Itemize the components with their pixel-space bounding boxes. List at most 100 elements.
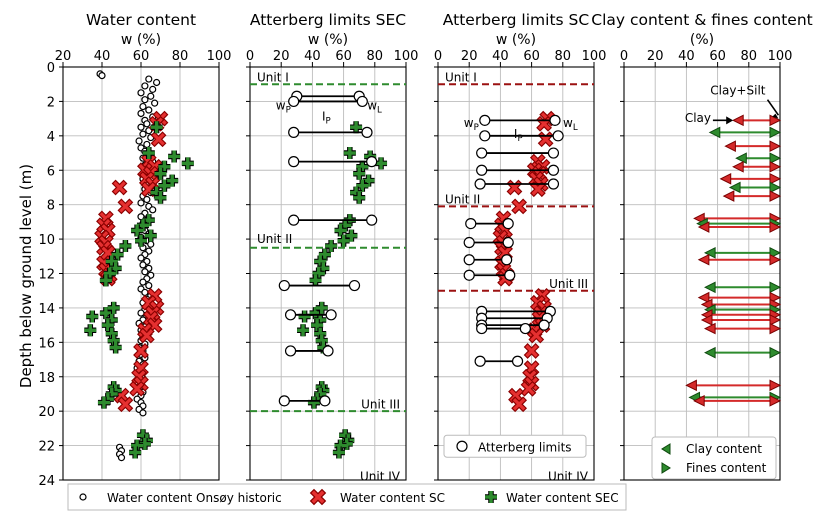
liquid-limit-marker — [322, 345, 334, 357]
clay-pointer-head — [726, 116, 734, 125]
data-point — [84, 324, 97, 337]
overlay-point — [512, 200, 526, 213]
fines-content-arrowhead — [769, 395, 782, 407]
liquid-limit-marker — [552, 130, 564, 142]
clay-content-arrowhead — [735, 152, 747, 165]
data-point — [135, 234, 147, 247]
fines-content-arrowhead — [769, 322, 782, 335]
wl-annotation: wL — [367, 99, 382, 116]
overlay-point — [307, 396, 320, 409]
plastic-limit-marker — [288, 126, 300, 138]
y-tick-label: 2 — [47, 95, 55, 110]
data-point — [145, 75, 153, 83]
overlay-point — [311, 319, 324, 332]
data-point — [158, 160, 171, 173]
data-point — [149, 206, 157, 214]
liquid-limit-marker — [361, 126, 373, 138]
x-tick-label: 80 — [172, 49, 189, 64]
data-point — [139, 130, 147, 138]
unit-label: Unit III — [361, 397, 400, 411]
data-point — [158, 179, 171, 192]
plastic-limit-marker — [288, 214, 300, 226]
data-point — [139, 409, 147, 417]
clay-content-arrowhead — [697, 291, 710, 304]
liquid-limit-marker — [366, 156, 378, 168]
overlay-point — [312, 267, 325, 280]
legend-fines-marker — [661, 462, 671, 474]
x-tick-label: 100 — [582, 49, 607, 64]
x-tick-label: 40 — [304, 49, 321, 64]
panel-frame — [249, 66, 407, 481]
overlay-point — [334, 224, 347, 237]
plastic-limit-marker — [278, 395, 290, 407]
data-point — [86, 310, 99, 323]
legend-sec-marker — [485, 491, 497, 503]
unit-label: Unit I — [445, 70, 477, 84]
panel-title: Clay content & fines content — [591, 11, 812, 29]
ip-annotation: IP — [322, 110, 331, 127]
data-point — [139, 261, 147, 269]
x-axis-label: w (%) — [496, 32, 536, 48]
data-point — [143, 195, 151, 204]
y-tick-label: 6 — [47, 164, 55, 179]
data-point — [111, 248, 124, 261]
fines-content-arrowhead — [769, 152, 782, 165]
fines-content-arrowhead — [769, 291, 782, 304]
clay-silt-annotation: Clay+Silt — [710, 84, 766, 98]
plastic-limit-marker — [479, 130, 491, 142]
data-point — [144, 229, 157, 242]
overlay-point — [512, 398, 526, 411]
ip-annotation: IP — [514, 127, 523, 144]
clay-annotation: Clay — [685, 111, 711, 125]
panel-title: Atterberg limits SC — [443, 11, 589, 29]
liquid-limit-marker — [348, 279, 361, 292]
panel-legend: Atterberg limits — [443, 434, 587, 458]
clay-content-arrowhead — [685, 379, 697, 392]
data-point — [154, 191, 167, 204]
data-point — [137, 89, 145, 97]
overlay-water-content — [297, 121, 388, 459]
data-point — [153, 78, 161, 87]
overlay-point — [314, 255, 327, 268]
wp-annotation: wP — [464, 116, 479, 133]
data-point — [149, 85, 157, 93]
panel-frame — [62, 66, 220, 481]
overlay-point — [297, 324, 310, 337]
x-tick-label: 40 — [492, 49, 509, 64]
x-axis-label: w (%) — [121, 32, 161, 48]
fines-content-arrowhead — [769, 281, 782, 294]
panel-frame — [623, 66, 781, 481]
overlay-point — [315, 301, 328, 314]
y-tick-label: 8 — [47, 199, 55, 214]
x-tick-label: 20 — [461, 49, 478, 64]
y-tick-label: 22 — [38, 440, 55, 455]
liquid-limit-marker — [325, 309, 337, 321]
data-point — [101, 319, 114, 332]
plastic-limit-marker — [463, 269, 475, 281]
x-tick-label: 20 — [55, 49, 72, 64]
plastic-limit-marker — [288, 156, 300, 168]
clay-content-arrowhead — [697, 221, 710, 233]
x-tick-label: 40 — [678, 49, 695, 64]
data-point — [119, 398, 132, 411]
panel-title: Atterberg limits SEC — [250, 11, 406, 29]
x-tick-label: 60 — [523, 49, 540, 64]
liquid-limit-marker — [519, 322, 531, 335]
overlay-point — [337, 234, 350, 247]
liquid-limit-marker — [547, 178, 560, 190]
clay-content-arrowhead — [704, 247, 716, 259]
panel-2: Atterberg limits SEC w (%) 0 20 40 60 80 100 Uni… — [246, 11, 419, 484]
overlay-point — [325, 239, 338, 252]
plastic-limit-marker — [479, 114, 491, 126]
x-tick-label: 80 — [555, 49, 572, 64]
clay-content-arrowhead — [724, 140, 736, 152]
data-point — [139, 102, 147, 111]
x-axis-label: w (%) — [308, 32, 348, 48]
liquid-limit-marker — [547, 164, 560, 176]
overlay-point — [332, 446, 345, 459]
x-tick-label: 60 — [133, 49, 150, 64]
data-point — [137, 309, 145, 317]
legend-clay-marker — [661, 443, 671, 455]
data-point — [150, 121, 163, 134]
clay-content-arrowhead — [708, 126, 721, 139]
